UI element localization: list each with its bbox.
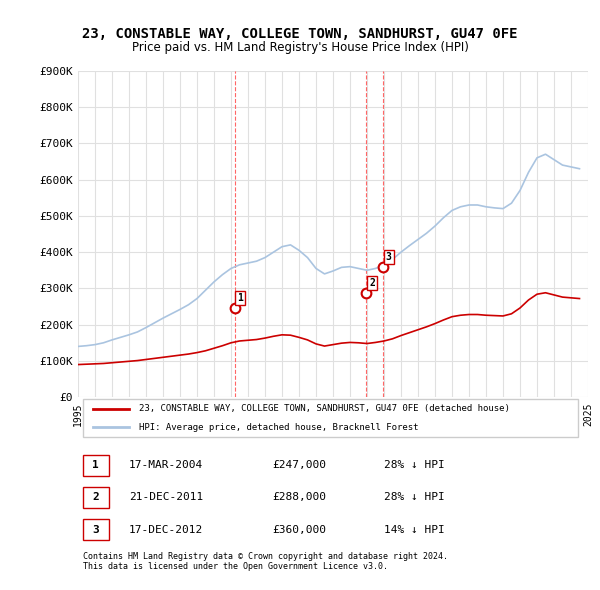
Text: 14% ↓ HPI: 14% ↓ HPI — [384, 525, 445, 535]
Text: £360,000: £360,000 — [272, 525, 326, 535]
Text: £247,000: £247,000 — [272, 460, 326, 470]
Text: 2: 2 — [369, 278, 375, 289]
Text: 23, CONSTABLE WAY, COLLEGE TOWN, SANDHURST, GU47 0FE (detached house): 23, CONSTABLE WAY, COLLEGE TOWN, SANDHUR… — [139, 404, 510, 414]
Text: Price paid vs. HM Land Registry's House Price Index (HPI): Price paid vs. HM Land Registry's House … — [131, 41, 469, 54]
Text: 28% ↓ HPI: 28% ↓ HPI — [384, 493, 445, 503]
Text: 3: 3 — [92, 525, 99, 535]
FancyBboxPatch shape — [83, 487, 109, 508]
Text: 1: 1 — [92, 460, 99, 470]
Text: 3: 3 — [386, 252, 392, 262]
FancyBboxPatch shape — [83, 455, 109, 476]
Text: £288,000: £288,000 — [272, 493, 326, 503]
Text: 21-DEC-2011: 21-DEC-2011 — [129, 493, 203, 503]
FancyBboxPatch shape — [83, 519, 109, 540]
Text: 28% ↓ HPI: 28% ↓ HPI — [384, 460, 445, 470]
Text: 17-MAR-2004: 17-MAR-2004 — [129, 460, 203, 470]
Text: HPI: Average price, detached house, Bracknell Forest: HPI: Average price, detached house, Brac… — [139, 422, 419, 432]
Text: 1: 1 — [237, 293, 243, 303]
FancyBboxPatch shape — [83, 399, 578, 437]
Text: 17-DEC-2012: 17-DEC-2012 — [129, 525, 203, 535]
Text: Contains HM Land Registry data © Crown copyright and database right 2024.
This d: Contains HM Land Registry data © Crown c… — [83, 552, 448, 572]
Text: 2: 2 — [92, 493, 99, 503]
Text: 23, CONSTABLE WAY, COLLEGE TOWN, SANDHURST, GU47 0FE: 23, CONSTABLE WAY, COLLEGE TOWN, SANDHUR… — [82, 27, 518, 41]
